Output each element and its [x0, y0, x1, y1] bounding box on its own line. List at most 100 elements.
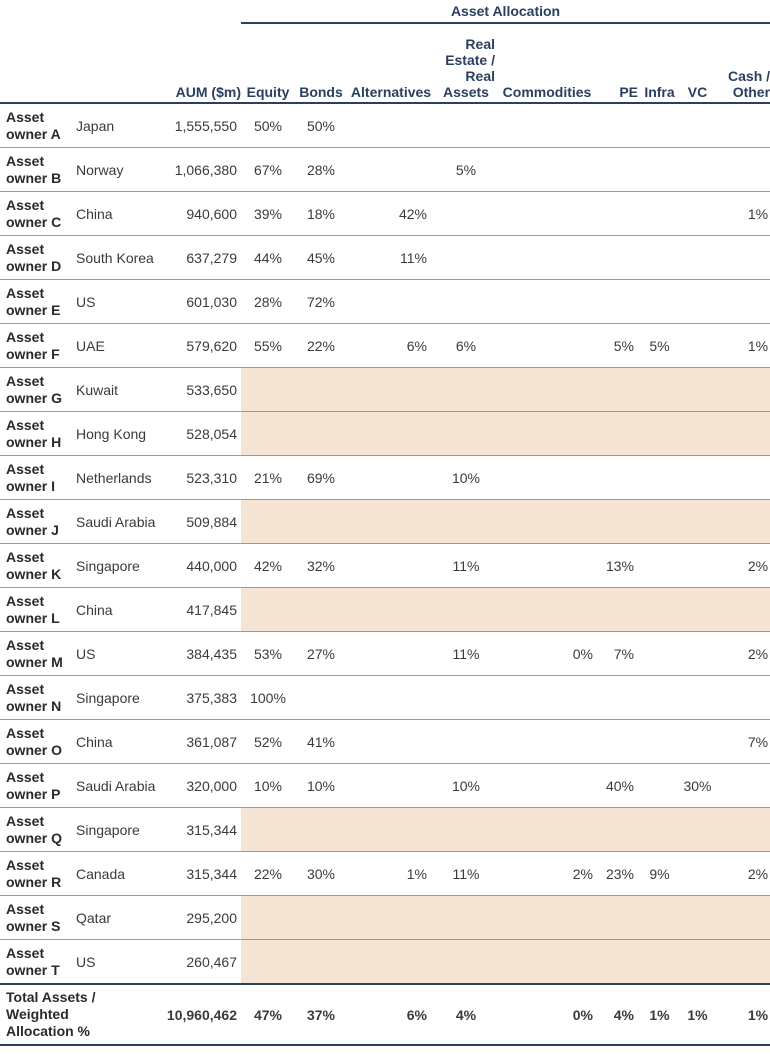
- country-cell: US: [72, 279, 160, 324]
- aum-cell: 375,383: [160, 675, 241, 720]
- owner-cell: Asset owner E: [0, 279, 72, 324]
- owner-name-line1: Asset: [6, 196, 45, 213]
- vc-cell: [681, 719, 714, 764]
- table-row: Asset owner F UAE 579,620 55% 22% 6% 6% 5% 5% 1%: [0, 323, 770, 368]
- owner-name-line1: Asset: [6, 284, 45, 301]
- owner-name-line1: Asset: [6, 152, 45, 169]
- owner-name-line1: Asset: [6, 636, 45, 653]
- vc-cell: [681, 675, 714, 720]
- alternatives-cell: 6%: [347, 323, 435, 368]
- alternatives-cell: [347, 631, 435, 676]
- col-header-cash: Cash / Other: [714, 23, 770, 103]
- col-header-real-estate-l2: Estate /: [445, 52, 495, 68]
- aum-cell: 1,555,550: [160, 102, 241, 148]
- owner-cell: Asset owner F: [0, 323, 72, 368]
- col-header-equity: Equity: [246, 84, 290, 100]
- owner-cell: Asset owner G: [0, 367, 72, 412]
- table-row: Asset owner G Kuwait 533,650: [0, 367, 770, 412]
- aum-cell: 533,650: [160, 367, 241, 412]
- total-equity-cell: 47%: [241, 983, 295, 1046]
- aum-cell: 579,620: [160, 323, 241, 368]
- country-cell: China: [72, 191, 160, 236]
- owner-cell: Asset owner A: [0, 102, 72, 148]
- country-cell: South Korea: [72, 235, 160, 280]
- col-header-real-estate-l3: Real: [465, 68, 495, 84]
- table-row: Asset owner M US 384,435 53% 27% 11% 0% 7% 2%: [0, 631, 770, 676]
- owner-name-line1: Asset: [6, 460, 45, 477]
- vc-cell: [681, 631, 714, 676]
- owner-name-line2: owner H: [6, 433, 62, 450]
- real-estate-cell: [435, 191, 497, 236]
- col-header-alternatives: Alternatives: [350, 84, 432, 100]
- owner-cell: Asset owner C: [0, 191, 72, 236]
- cash-cell: 2%: [714, 631, 770, 676]
- vc-cell: [681, 191, 714, 236]
- alternatives-cell: [347, 763, 435, 808]
- aum-cell: 523,310: [160, 455, 241, 500]
- pe-cell: 40%: [597, 763, 638, 808]
- bonds-cell: 32%: [295, 543, 347, 588]
- col-header-cash-l1: Cash /: [728, 68, 770, 84]
- bonds-cell: 72%: [295, 279, 347, 324]
- infra-cell: [638, 235, 681, 280]
- real-estate-cell: 11%: [435, 543, 497, 588]
- total-pe-cell: 4%: [597, 983, 638, 1046]
- aum-cell: 384,435: [160, 631, 241, 676]
- total-real-estate-cell: 4%: [435, 983, 497, 1046]
- country-cell: Norway: [72, 147, 160, 192]
- vc-cell: 30%: [681, 763, 714, 808]
- aum-cell: 417,845: [160, 587, 241, 632]
- real-estate-cell: 11%: [435, 851, 497, 896]
- owner-cell: Asset owner R: [0, 851, 72, 896]
- pe-cell: [597, 675, 638, 720]
- table-row: Asset owner R Canada 315,344 22% 30% 1% 11% 2% 23…: [0, 851, 770, 896]
- col-header-real-estate-l4: Assets: [443, 84, 489, 100]
- infra-cell: [638, 102, 681, 148]
- vc-cell: [681, 235, 714, 280]
- no-data-shaded-cell: [241, 807, 770, 852]
- aum-cell: 315,344: [160, 807, 241, 852]
- owner-cell: Asset owner I: [0, 455, 72, 500]
- pe-cell: 5%: [597, 323, 638, 368]
- bonds-cell: 18%: [295, 191, 347, 236]
- real-estate-cell: 6%: [435, 323, 497, 368]
- equity-cell: 28%: [241, 279, 295, 324]
- table-row: Asset owner K Singapore 440,000 42% 32% 11% 13%…: [0, 543, 770, 588]
- cash-cell: 1%: [714, 323, 770, 368]
- owner-name-line1: Asset: [6, 900, 45, 917]
- equity-cell: 100%: [241, 675, 295, 720]
- owner-name-line1: Asset: [6, 592, 45, 609]
- commodities-cell: [497, 323, 597, 368]
- real-estate-cell: [435, 102, 497, 148]
- pe-cell: [597, 279, 638, 324]
- owner-name-line2: owner I: [6, 477, 56, 494]
- owner-cell: Asset owner J: [0, 499, 72, 544]
- commodities-cell: [497, 455, 597, 500]
- cash-cell: 1%: [714, 191, 770, 236]
- owner-name-line1: Asset: [6, 724, 45, 741]
- owner-name-line2: owner M: [6, 653, 63, 670]
- asset-allocation-title: Asset Allocation: [241, 0, 770, 24]
- commodities-cell: [497, 543, 597, 588]
- country-cell: Hong Kong: [72, 411, 160, 456]
- pe-cell: [597, 102, 638, 148]
- owner-cell: Asset owner K: [0, 543, 72, 588]
- commodities-cell: [497, 147, 597, 192]
- vc-cell: [681, 279, 714, 324]
- owner-name-line2: owner E: [6, 301, 61, 318]
- bonds-cell: 10%: [295, 763, 347, 808]
- country-cell: Singapore: [72, 675, 160, 720]
- aum-cell: 940,600: [160, 191, 241, 236]
- table-row: Asset owner I Netherlands 523,310 21% 69% 10%: [0, 455, 770, 500]
- equity-cell: 21%: [241, 455, 295, 500]
- real-estate-cell: 5%: [435, 147, 497, 192]
- pe-cell: [597, 719, 638, 764]
- infra-cell: [638, 763, 681, 808]
- owner-name-line1: Asset: [6, 768, 45, 785]
- table-row: Asset owner J Saudi Arabia 509,884: [0, 499, 770, 544]
- bonds-cell: 45%: [295, 235, 347, 280]
- owner-name-line1: Asset: [6, 812, 45, 829]
- owner-name-line1: Asset: [6, 548, 45, 565]
- total-row: Total Assets / Weighted Allocation % 10,960…: [0, 983, 770, 1046]
- infra-cell: [638, 147, 681, 192]
